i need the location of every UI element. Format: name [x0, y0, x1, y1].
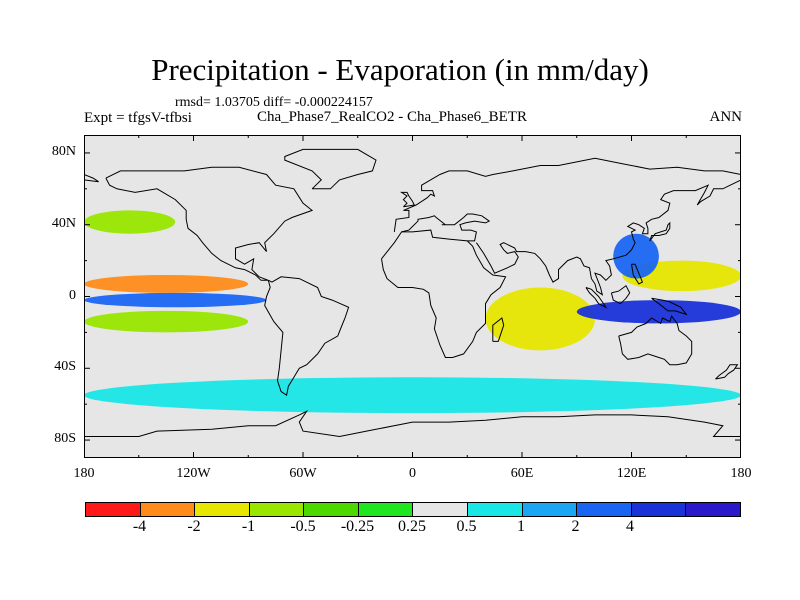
precip-evap-field — [84, 135, 741, 458]
coastline-5 — [401, 213, 491, 242]
coastline-1 — [264, 276, 350, 397]
legend-swatch-8 — [522, 503, 578, 516]
legend-swatch-9 — [577, 503, 632, 516]
lon-label-2: 60W — [289, 466, 317, 481]
feature-2 — [84, 310, 249, 333]
lon-label-4: 60E — [510, 466, 534, 481]
legend-swatch-2 — [195, 503, 250, 516]
coastline-layer — [84, 148, 741, 438]
coastline-11 — [651, 297, 688, 316]
coastline-12 — [399, 191, 416, 208]
legend-label-9: 4 — [626, 518, 634, 535]
legend-swatch-1 — [140, 503, 196, 516]
feature-4 — [485, 287, 595, 351]
coastline-8 — [649, 221, 671, 242]
lat-label-0: 80N — [51, 143, 76, 159]
legend-swatch-6 — [413, 503, 469, 516]
coastline-0 — [105, 166, 314, 281]
feature-5 — [576, 300, 741, 324]
lon-label-3: 0 — [409, 466, 416, 481]
case-label: Cha_Phase7_RealCO2 - Cha_Phase6_BETR — [257, 109, 527, 125]
feature-3 — [84, 210, 176, 234]
plot-title: Precipitation - Evaporation (in mm/day) — [151, 52, 649, 87]
color-legend — [85, 502, 741, 517]
coastline-4 — [84, 174, 99, 183]
lon-label-5: 120E — [616, 466, 647, 481]
legend-label-2: -1 — [241, 518, 256, 535]
feature-7 — [613, 233, 659, 279]
legend-label-7: 1 — [517, 518, 525, 535]
legend-label-0: -4 — [132, 518, 147, 535]
lon-label-0: 180 — [73, 466, 95, 481]
feature-8 — [84, 377, 741, 414]
coastline-2 — [381, 229, 507, 358]
lon-label-6: 180 — [730, 466, 752, 481]
stats-text: rmsd= 1.03705 diff= -0.000224157 — [175, 95, 373, 110]
feature-1 — [84, 292, 267, 308]
coastline-6 — [475, 179, 741, 296]
legend-label-3: -0.5 — [290, 518, 316, 535]
coastline-14 — [84, 410, 741, 438]
legend-label-1: -2 — [187, 518, 201, 535]
coastline-17 — [631, 263, 644, 285]
legend-swatch-11 — [686, 503, 740, 516]
legend-label-6: 0.5 — [456, 518, 477, 535]
coastline-13 — [284, 148, 377, 190]
season-label: ANN — [709, 109, 743, 125]
lon-label-1: 120W — [176, 466, 211, 481]
legend-swatch-0 — [86, 503, 141, 516]
coastline-15 — [715, 364, 739, 380]
feature-0 — [84, 274, 249, 293]
map-frame — [84, 135, 741, 458]
legend-label-4: -0.25 — [340, 518, 375, 535]
experiment-label: Expt = tfgsV-tfbsi — [84, 110, 192, 126]
legend-label-5: 0.25 — [398, 518, 426, 535]
coastline-16 — [492, 317, 505, 342]
legend-swatch-5 — [358, 503, 414, 516]
lat-label-2: 0 — [69, 287, 76, 303]
lat-label-3: 40S — [54, 359, 76, 375]
legend-label-8: 2 — [571, 518, 580, 535]
map-panel — [84, 135, 741, 458]
legend-swatch-3 — [249, 503, 305, 516]
legend-swatch-10 — [631, 503, 687, 516]
coastline-9 — [585, 287, 608, 309]
coastline-3 — [393, 157, 741, 232]
lat-label-4: 80S — [54, 431, 76, 447]
coastline-7 — [618, 315, 693, 366]
legend-swatch-7 — [468, 503, 523, 516]
lat-label-1: 40N — [51, 215, 76, 231]
legend-swatch-4 — [304, 503, 359, 516]
map-svg — [84, 135, 741, 458]
coastline-10 — [610, 284, 631, 305]
